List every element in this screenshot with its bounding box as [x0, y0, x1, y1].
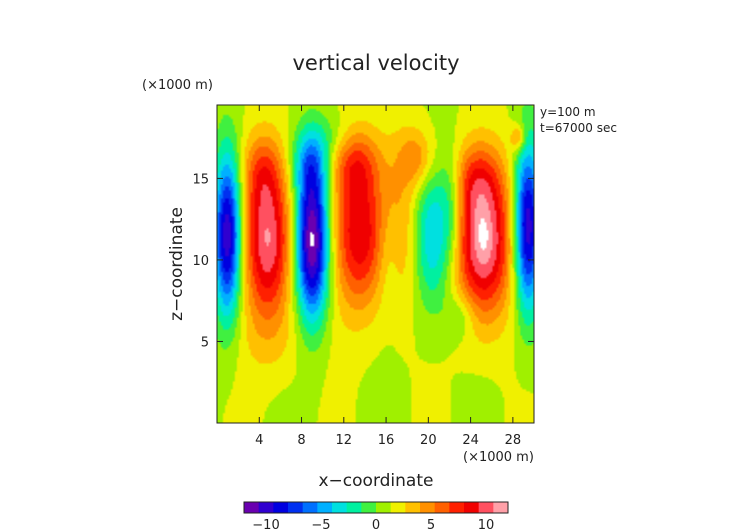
- x-unit-label: (×1000 m): [463, 450, 534, 465]
- colorbar-tick-label: −5: [311, 518, 330, 532]
- x-tick-label: 4: [255, 433, 263, 448]
- x-tick-label: 16: [378, 433, 395, 448]
- y-unit-label: (×1000 m): [142, 78, 213, 93]
- annotation-y: y=100 m: [540, 105, 596, 119]
- x-axis-label: x−coordinate: [319, 471, 434, 491]
- plot-frame: [216, 104, 535, 424]
- colorbar-swatch: [420, 502, 436, 513]
- colorbar-swatch: [434, 502, 450, 513]
- colorbar-tick-label: 5: [427, 518, 435, 532]
- colorbar-swatch: [317, 502, 333, 513]
- colorbar-swatch: [273, 502, 289, 513]
- x-tick-label: 20: [420, 433, 437, 448]
- y-ticks: 5 10 15: [192, 172, 534, 350]
- x-ticks: 4 8 12 16 20 24 28: [255, 105, 521, 448]
- y-tick-label: 10: [192, 254, 209, 269]
- y-tick-label: 15: [192, 172, 209, 187]
- chart-title: vertical velocity: [292, 51, 459, 75]
- colorbar-swatch: [244, 502, 260, 513]
- colorbar-swatch: [332, 502, 348, 513]
- colorbar-swatch: [258, 502, 274, 513]
- colorbar-swatch: [288, 502, 304, 513]
- colorbar-frame: [243, 501, 509, 514]
- colorbar-swatch: [376, 502, 392, 513]
- y-tick-label: 5: [201, 335, 209, 350]
- colorbar-swatch: [302, 502, 318, 513]
- colorbar-swatch: [361, 502, 377, 513]
- velocity-field: [217, 105, 534, 423]
- y-axis-label: z−coordinate: [167, 207, 187, 321]
- colorbar-swatch: [346, 502, 362, 513]
- colorbar-swatch: [478, 502, 494, 513]
- x-tick-label: 8: [297, 433, 305, 448]
- colorbar-tick-label: −10: [252, 518, 279, 532]
- colorbar: −10 −5 0 5 10: [243, 501, 509, 532]
- plot-area: 4 8 12 16 20 24 28 5 10 15: [192, 104, 535, 448]
- colorbar-swatch: [405, 502, 421, 513]
- x-tick-label: 28: [505, 433, 522, 448]
- annotation-t: t=67000 sec: [540, 121, 617, 135]
- colorbar-swatch: [464, 502, 480, 513]
- x-tick-label: 12: [336, 433, 353, 448]
- colorbar-swatch: [493, 502, 509, 513]
- colorbar-swatch: [449, 502, 465, 513]
- colorbar-tick-label: 10: [478, 518, 495, 532]
- x-tick-label: 24: [462, 433, 479, 448]
- colorbar-swatch: [390, 502, 406, 513]
- colorbar-tick-label: 0: [372, 518, 380, 532]
